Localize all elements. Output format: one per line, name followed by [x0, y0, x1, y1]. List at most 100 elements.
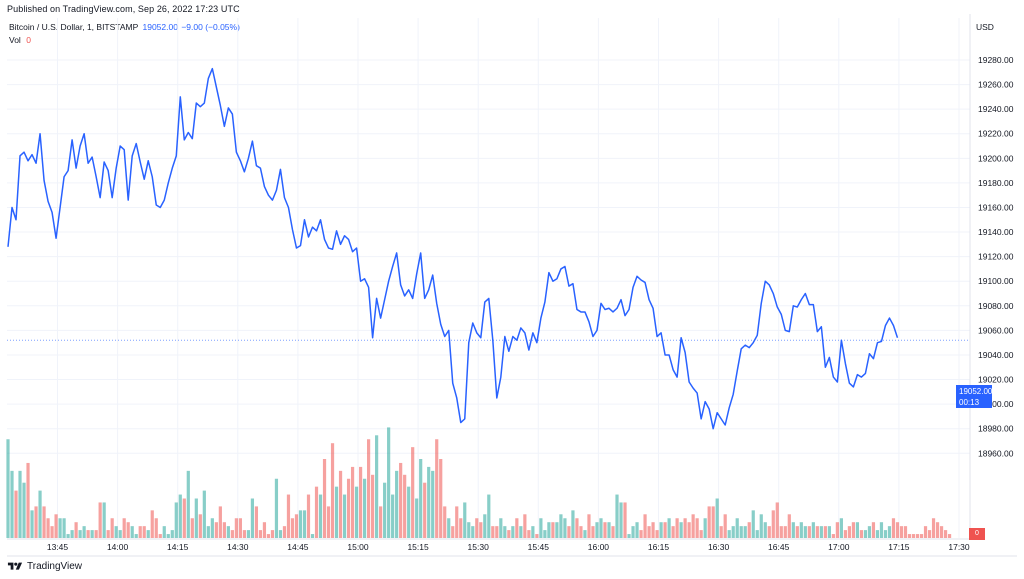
volume-bar — [338, 470, 343, 538]
volume-bar — [150, 510, 154, 538]
volume-bar — [186, 470, 190, 538]
volume-bar — [815, 526, 819, 538]
volume-bar — [519, 526, 523, 538]
volume-bar — [411, 447, 415, 538]
volume-bar — [511, 526, 515, 538]
y-tick-label: 18980.00 — [978, 424, 1014, 434]
volume-bar — [559, 514, 563, 538]
tradingview-logo-icon — [7, 562, 23, 570]
volume-bar — [14, 490, 18, 538]
volume-bar — [915, 534, 920, 538]
volume-bar — [222, 522, 226, 538]
x-tick-label: 15:30 — [468, 542, 490, 552]
volume-bar — [855, 522, 860, 538]
volume-bar — [102, 502, 106, 538]
volume-bar — [755, 530, 759, 538]
volume-row: Vol 0 — [9, 35, 240, 48]
volume-bar — [679, 522, 683, 538]
volume-bar — [691, 514, 695, 538]
volume-bar — [254, 506, 259, 538]
volume-bar — [663, 522, 667, 538]
volume-bar — [278, 530, 283, 538]
volume-bar — [603, 522, 607, 538]
volume-bar — [226, 526, 230, 538]
x-tick-label: 13:45 — [47, 542, 69, 552]
chart-legend: Bitcoin / U.S. Dollar, 1, BITSTAMP 19052… — [9, 22, 240, 48]
volume-bar — [583, 530, 587, 538]
volume-bar — [883, 530, 888, 538]
y-tick-label: 19040.00 — [978, 350, 1014, 360]
volume-bar — [46, 518, 50, 538]
volume-bar — [407, 486, 411, 538]
volume-bar — [455, 506, 459, 538]
volume-bar — [907, 534, 912, 538]
volume-bar — [711, 506, 715, 538]
volume-bar — [126, 522, 130, 538]
volume-bar — [74, 522, 78, 538]
volume-bar — [503, 526, 507, 538]
volume-bar — [551, 522, 555, 538]
tradingview-logo[interactable]: TradingView — [7, 561, 82, 572]
volume-bar — [130, 526, 134, 538]
volume-bar — [699, 530, 703, 538]
volume-bar — [371, 474, 375, 538]
x-tick-label: 14:00 — [107, 542, 129, 552]
volume-bar — [639, 530, 643, 538]
volume-bar — [547, 522, 551, 538]
volume-bar — [230, 530, 234, 538]
volume-bar — [703, 518, 707, 538]
volume-bar — [182, 498, 186, 538]
volume-bar — [579, 526, 583, 538]
volume-bar — [375, 435, 379, 538]
volume-bar — [190, 518, 194, 538]
volume-bar — [495, 526, 499, 538]
volume-bar — [463, 502, 467, 538]
volume-bar — [943, 530, 948, 538]
volume-bar — [675, 518, 679, 538]
volume-bar — [775, 502, 779, 538]
volume-bar — [38, 490, 42, 538]
volume-bar — [483, 514, 487, 538]
volume-bar — [234, 518, 238, 538]
volume-bar — [206, 526, 210, 538]
volume-bar — [667, 518, 671, 538]
volume-bar — [891, 518, 896, 538]
volume-bar — [595, 522, 599, 538]
volume-bar — [823, 526, 827, 538]
volume-bar — [90, 530, 94, 538]
volume-bar — [847, 526, 851, 538]
volume-bar — [419, 459, 423, 538]
volume-bar — [30, 510, 34, 538]
volume-bar — [318, 494, 323, 538]
volume-bar — [443, 506, 447, 538]
volume-bar — [747, 522, 751, 538]
volume-bar — [439, 459, 443, 538]
volume-bar — [799, 522, 803, 538]
y-tick-label: 19060.00 — [978, 325, 1014, 335]
volume-bar — [947, 534, 952, 538]
volume-bar — [302, 510, 307, 538]
price-series-line — [7, 67, 899, 430]
volume-bar — [258, 530, 263, 538]
volume-bar — [543, 530, 547, 538]
volume-bar — [447, 518, 451, 538]
volume-bar — [615, 494, 619, 538]
volume-bar — [6, 439, 10, 538]
y-tick-label: 19260.00 — [978, 80, 1014, 90]
price-change: −9.00 (−0.05%) — [181, 22, 240, 32]
volume-bar — [839, 518, 843, 538]
published-note: Published on TradingView.com, Sep 26, 20… — [7, 4, 240, 14]
volume-bar — [707, 506, 711, 538]
volume-bar — [575, 518, 579, 538]
volume-bar — [491, 526, 495, 538]
volume-bar — [591, 526, 595, 538]
volume-bar — [731, 526, 735, 538]
y-tick-label: 19020.00 — [978, 375, 1014, 385]
volume-bar — [623, 502, 627, 538]
volume-bar — [118, 530, 122, 538]
volume-bar — [619, 502, 623, 538]
volume-bar — [158, 534, 162, 538]
volume-bar — [787, 514, 791, 538]
y-tick-label: 19120.00 — [978, 252, 1014, 262]
